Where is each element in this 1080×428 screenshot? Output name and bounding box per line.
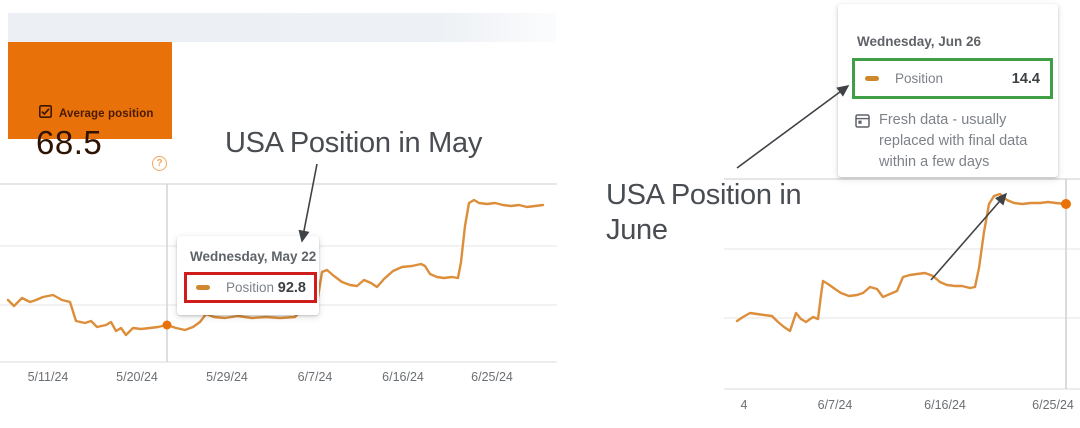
x-axis-label: 5/29/24	[206, 370, 248, 384]
chart-tooltip-may: Wednesday, May 22 Position 92.8	[177, 236, 319, 315]
x-axis-label: 5/11/24	[27, 370, 69, 384]
x-axis-label: 6/7/24	[817, 398, 853, 412]
tooltip-position-row-green-highlight: Position 14.4	[852, 58, 1053, 99]
annotation-title-june: USA Position in June	[606, 178, 802, 248]
series-dash-icon	[865, 76, 879, 81]
metric-value: 68.5	[36, 124, 103, 161]
tooltip-value: 14.4	[1011, 70, 1040, 87]
annotation-title-may: USA Position in May	[225, 127, 483, 159]
x-axis-label: 5/20/24	[116, 370, 158, 384]
x-axis-label: 6/16/24	[924, 398, 966, 412]
selected-point-marker-june	[1061, 199, 1071, 209]
x-axis-label: 6/7/24	[297, 370, 333, 384]
tooltip-series-label: Position	[226, 280, 275, 295]
fresh-data-note: Fresh data - usually replaced with final…	[855, 110, 1045, 173]
tooltip-date: Wednesday, May 22	[190, 249, 317, 264]
checked-checkbox-icon[interactable]	[39, 105, 52, 123]
series-dash-icon	[196, 285, 210, 290]
metric-label: Average position	[59, 108, 154, 120]
fresh-data-text: Fresh data - usually replaced with final…	[879, 112, 1028, 170]
calendar-icon	[855, 113, 870, 173]
x-axis-label: 4	[740, 398, 748, 412]
annotation-title-june-line2: June	[606, 214, 668, 246]
position-line-june	[735, 192, 1068, 333]
toolbar-strip	[8, 13, 556, 42]
average-position-card[interactable]: Average position 68.5 ?	[8, 42, 172, 171]
tooltip-position-row-red-highlight: Position 92.8	[184, 272, 317, 303]
selected-point-marker-may	[162, 320, 172, 330]
x-axis-label: 6/25/24	[471, 370, 513, 384]
x-axis-label: 6/25/24	[1032, 398, 1074, 412]
annotation-title-june-line1: USA Position in	[606, 179, 802, 211]
tooltip-date: Wednesday, Jun 26	[857, 34, 982, 49]
x-axis-label: 6/16/24	[382, 370, 424, 384]
question-circle-icon[interactable]: ?	[152, 156, 167, 171]
tooltip-value: 92.8	[277, 279, 306, 296]
tooltip-series-label: Position	[895, 71, 944, 86]
chart-tooltip-june: Wednesday, Jun 26 Position 14.4 Fresh da…	[838, 4, 1058, 177]
